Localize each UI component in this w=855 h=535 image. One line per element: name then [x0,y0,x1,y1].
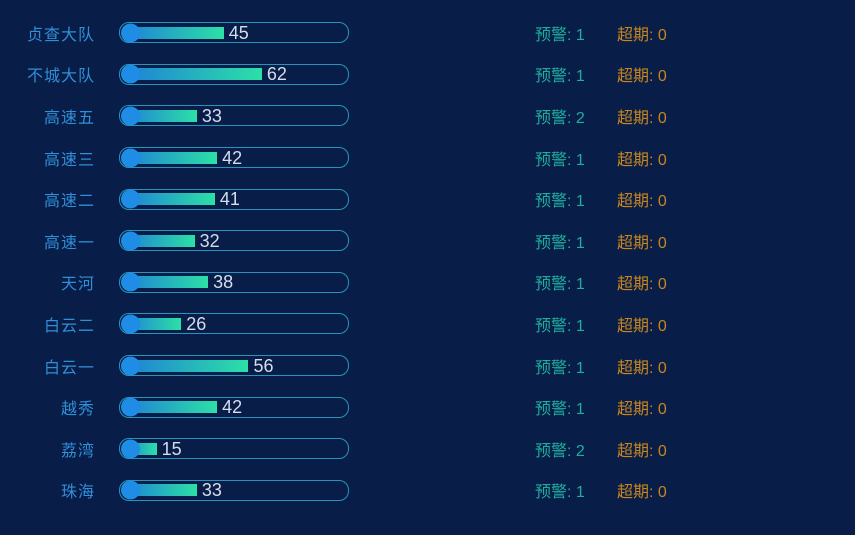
bar-fill [123,151,218,164]
bar-fill [123,26,224,39]
bar-start-dot [121,189,140,209]
category-label: 贞查大队 [26,26,95,44]
progress-bar-track: 56 [119,355,349,377]
progress-bar-track: 15 [119,438,349,460]
table-row: 荔湾 15 预警: 2 超期: 0 [0,428,855,470]
bar-fill [123,484,197,497]
overdue-count: 超期: 0 [617,442,667,460]
overdue-count: 超期: 0 [617,359,667,377]
table-row: 贞查大队 45 预警: 1 超期: 0 [0,12,855,54]
category-label: 天河 [60,276,95,294]
bar-fill [123,234,195,247]
overdue-count: 超期: 0 [617,401,667,419]
alarm-count: 预警: 1 [535,68,585,86]
bar-start-dot [121,231,140,251]
progress-bar-track: 45 [119,22,349,44]
bar-fill [123,68,262,81]
table-row: 高速五 33 预警: 2 超期: 0 [0,95,855,137]
bar-start-dot [121,439,140,459]
bar-fill [123,193,215,206]
alarm-count: 预警: 1 [535,359,585,377]
table-row: 高速一 32 预警: 1 超期: 0 [0,220,855,262]
bar-value: 33 [201,480,222,501]
bar-start-dot [121,23,140,43]
category-label: 荔湾 [60,442,95,460]
bar-value: 32 [199,230,220,251]
overdue-count: 超期: 0 [617,26,667,44]
progress-bar-track: 38 [119,271,349,293]
bar-fill [123,276,209,289]
table-row: 白云一 56 预警: 1 超期: 0 [0,345,855,387]
bar-start-dot [121,272,140,292]
alarm-count: 预警: 1 [535,234,585,252]
category-label: 高速一 [43,234,95,252]
table-row: 高速三 42 预警: 1 超期: 0 [0,137,855,179]
overdue-count: 超期: 0 [617,68,667,86]
alarm-count: 预警: 1 [535,26,585,44]
bar-value: 42 [222,397,243,418]
progress-bar-track: 41 [119,188,349,210]
overdue-count: 超期: 0 [617,151,667,169]
progress-bar-track: 32 [119,230,349,252]
bar-value: 45 [228,22,249,43]
bar-value: 26 [186,313,207,334]
table-row: 越秀 42 预警: 1 超期: 0 [0,386,855,428]
table-row: 不城大队 62 预警: 1 超期: 0 [0,54,855,96]
overdue-count: 超期: 0 [617,234,667,252]
category-label: 不城大队 [26,68,95,86]
overdue-count: 超期: 0 [617,276,667,294]
bar-start-dot [121,64,140,84]
bar-start-dot [121,356,140,376]
bar-start-dot [121,148,140,168]
bar-start-dot [121,397,140,417]
bar-value: 15 [161,438,182,459]
progress-bar-track: 42 [119,396,349,418]
bar-rows: 贞查大队 45 预警: 1 超期: 0 不城大队 62 预警: 1 超期: 0 … [0,12,855,511]
progress-bar-track: 62 [119,63,349,85]
table-row: 天河 38 预警: 1 超期: 0 [0,262,855,304]
bar-fill [123,109,197,122]
overdue-count: 超期: 0 [617,317,667,335]
overdue-count: 超期: 0 [617,484,667,502]
alarm-count: 预警: 1 [535,401,585,419]
category-label: 高速五 [43,109,95,127]
bar-value: 41 [219,189,240,210]
category-label: 高速二 [43,193,95,211]
category-label: 珠海 [60,484,95,502]
bar-value: 56 [253,355,274,376]
table-row: 高速二 41 预警: 1 超期: 0 [0,178,855,220]
overdue-count: 超期: 0 [617,109,667,127]
bar-start-dot [121,314,140,334]
progress-bar-track: 42 [119,147,349,169]
category-label: 越秀 [60,401,95,419]
category-label: 高速三 [43,151,95,169]
bar-fill [123,401,218,414]
bar-value: 62 [266,64,287,85]
alarm-count: 预警: 2 [535,109,585,127]
bar-start-dot [121,106,140,126]
bar-value: 38 [213,272,234,293]
progress-bar-track: 33 [119,105,349,127]
bar-start-dot [121,480,140,500]
overdue-count: 超期: 0 [617,193,667,211]
category-label: 白云二 [43,317,95,335]
alarm-count: 预警: 1 [535,193,585,211]
bar-value: 42 [222,147,243,168]
progress-bar-track: 26 [119,313,349,335]
alarm-count: 预警: 2 [535,442,585,460]
table-row: 珠海 33 预警: 1 超期: 0 [0,470,855,512]
bar-fill [123,359,249,372]
alarm-count: 预警: 1 [535,484,585,502]
alarm-count: 预警: 1 [535,317,585,335]
bar-value: 33 [201,105,222,126]
category-label: 白云一 [43,359,95,377]
progress-bar-track: 33 [119,479,349,501]
alarm-count: 预警: 1 [535,276,585,294]
table-row: 白云二 26 预警: 1 超期: 0 [0,303,855,345]
alarm-count: 预警: 1 [535,151,585,169]
